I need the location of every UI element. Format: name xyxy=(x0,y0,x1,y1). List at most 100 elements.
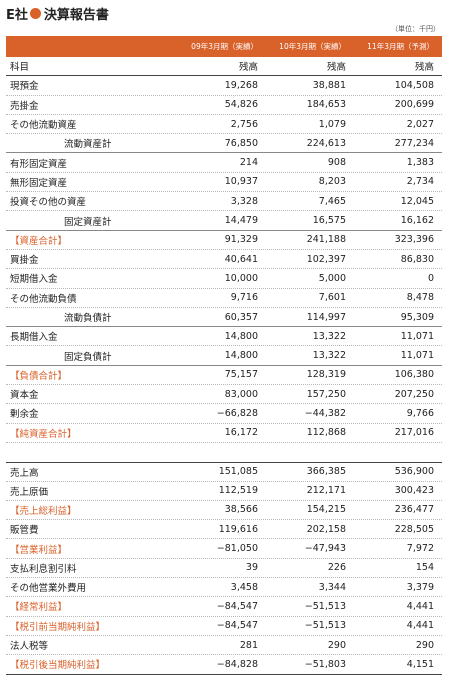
row-value-c3: 7,972 xyxy=(406,543,434,555)
table-row: 短期借入金 10,000 5,000 0 xyxy=(6,269,442,289)
table-row: その他営業外費用 3,458 3,344 3,379 xyxy=(6,578,442,598)
row-label: 有形固定資産 xyxy=(10,158,68,170)
row-value-c3: 0 xyxy=(427,272,434,284)
period-header-c2: 10年3月期（実績） xyxy=(279,42,346,51)
table-row: 売掛金 54,826 184,653 200,699 xyxy=(6,96,442,115)
row-value-c3: 12,045 xyxy=(400,195,434,207)
row-value-c3: 323,396 xyxy=(394,234,434,246)
financial-table: 09年3月期（実績） 10年3月期（実績） 11年3月期（予測） 科目 残高 残… xyxy=(6,36,442,675)
row-value-c2: 184,653 xyxy=(306,99,346,111)
row-value-c3: 95,309 xyxy=(400,311,434,323)
row-value-c2: 290 xyxy=(327,639,346,651)
row-label: 【営業利益】 xyxy=(10,544,68,556)
row-value-c1: 75,157 xyxy=(224,369,258,381)
row-value-c1: 14,800 xyxy=(224,350,258,362)
table-row: 【税引後当期純利益】 −84,828 −51,803 4,151 xyxy=(6,655,442,675)
row-value-c3: 236,477 xyxy=(394,504,434,516)
row-value-c3: 217,016 xyxy=(394,427,434,439)
table-body: 現預金 19,268 38,881 104,508 売掛金 54,826 184,653 20… xyxy=(6,76,442,675)
table-row: 長期借入金 14,800 13,322 11,071 xyxy=(6,327,442,347)
row-value-c1: 91,329 xyxy=(224,234,258,246)
row-value-c2: −51,803 xyxy=(304,658,346,670)
row-value-c3: 2,734 xyxy=(406,176,434,188)
row-value-c2: 157,250 xyxy=(306,388,346,400)
row-value-c2: 7,465 xyxy=(318,195,346,207)
orange-dot-icon xyxy=(29,7,41,19)
row-value-c3: 228,505 xyxy=(394,523,434,535)
column-header-c2: 残高 xyxy=(326,62,346,74)
row-value-c3: 8,478 xyxy=(406,292,434,304)
table-row: 法人税等 281 290 290 xyxy=(6,636,442,656)
row-value-c2: 114,997 xyxy=(306,311,346,323)
row-value-c1: −66,828 xyxy=(216,407,258,419)
row-value-c3: 104,508 xyxy=(394,79,434,91)
column-header-label: 科目 xyxy=(10,62,30,74)
row-value-c3: 16,162 xyxy=(400,215,434,227)
row-value-c1: 281 xyxy=(239,639,258,651)
row-value-c3: 2,027 xyxy=(406,118,434,130)
report-title-text: 決算報告書 xyxy=(43,7,109,23)
table-row: 【資産合計】 91,329 241,188 323,396 xyxy=(6,231,442,250)
row-value-c3: 536,900 xyxy=(394,466,434,478)
row-label: 販管費 xyxy=(10,525,39,537)
row-value-c1: 9,716 xyxy=(230,292,258,304)
row-value-c1: −84,828 xyxy=(216,658,258,670)
row-value-c3: 11,071 xyxy=(400,330,434,342)
row-label: 売掛金 xyxy=(10,100,39,112)
period-header-c1: 09年3月期（実績） xyxy=(191,42,258,51)
row-value-c2: 1,079 xyxy=(318,118,346,130)
table-row: 【経常利益】 −84,547 −51,513 4,441 xyxy=(6,597,442,617)
table-row: 【営業利益】 −81,050 −47,943 7,972 xyxy=(6,539,442,559)
row-value-c1: 76,850 xyxy=(224,137,258,149)
row-value-c1: 60,357 xyxy=(224,311,258,323)
row-value-c2: 908 xyxy=(327,157,346,169)
column-header-c1: 残高 xyxy=(238,62,258,74)
row-value-c2: 3,344 xyxy=(318,581,346,593)
row-value-c2: 13,322 xyxy=(312,350,346,362)
company-name: E社 xyxy=(6,7,28,23)
row-value-c2: −51,513 xyxy=(304,620,346,632)
row-value-c3: 207,250 xyxy=(394,388,434,400)
row-value-c2: 366,385 xyxy=(306,466,346,478)
row-value-c2: −51,513 xyxy=(304,600,346,612)
row-value-c3: 4,441 xyxy=(406,600,434,612)
row-value-c3: 277,234 xyxy=(394,137,434,149)
table-row: 投資その他の資産 3,328 7,465 12,045 xyxy=(6,192,442,212)
row-label: 現預金 xyxy=(10,81,39,93)
row-value-c1: 38,566 xyxy=(224,504,258,516)
row-label: 【資産合計】 xyxy=(10,235,68,247)
spacer-row xyxy=(6,443,442,462)
row-value-c2: 102,397 xyxy=(306,253,346,265)
row-label: 【税引前当期純利益】 xyxy=(10,621,106,633)
row-label: 固定負債計 xyxy=(64,351,112,363)
row-label: 売上高 xyxy=(10,467,39,479)
row-value-c2: 5,000 xyxy=(318,272,346,284)
row-label: 短期借入金 xyxy=(10,274,58,286)
row-value-c1: 10,000 xyxy=(224,272,258,284)
row-value-c1: 3,458 xyxy=(230,581,258,593)
row-value-c1: 119,616 xyxy=(218,523,258,535)
row-value-c2: 8,203 xyxy=(318,176,346,188)
row-value-c1: 151,085 xyxy=(218,466,258,478)
row-label: その他流動負債 xyxy=(10,293,77,305)
table-row: 無形固定資産 10,937 8,203 2,734 xyxy=(6,173,442,193)
row-value-c1: 10,937 xyxy=(224,176,258,188)
table-row: 現預金 19,268 38,881 104,508 xyxy=(6,76,442,96)
row-label: 投資その他の資産 xyxy=(10,197,87,209)
row-label: 流動負債計 xyxy=(64,313,112,324)
row-value-c2: 224,613 xyxy=(306,137,346,149)
row-label: 剰余金 xyxy=(10,409,39,421)
row-value-c2: 13,322 xyxy=(312,330,346,342)
row-label: 【経常利益】 xyxy=(10,602,68,614)
table-row: 固定資産計 14,479 16,575 16,162 xyxy=(6,211,442,231)
row-value-c3: 154 xyxy=(415,562,434,574)
row-value-c1: 2,756 xyxy=(230,118,258,130)
unit-label: （単位：千円） xyxy=(391,25,440,33)
row-label: 【売上総利益】 xyxy=(10,505,77,517)
row-value-c1: 40,641 xyxy=(224,253,258,265)
row-value-c1: −84,547 xyxy=(216,600,258,612)
row-value-c2: 16,575 xyxy=(312,215,346,227)
period-header-row: 09年3月期（実績） 10年3月期（実績） 11年3月期（予測） xyxy=(6,36,442,57)
row-label: 【純資産合計】 xyxy=(10,428,77,440)
row-value-c2: 112,868 xyxy=(306,427,346,439)
